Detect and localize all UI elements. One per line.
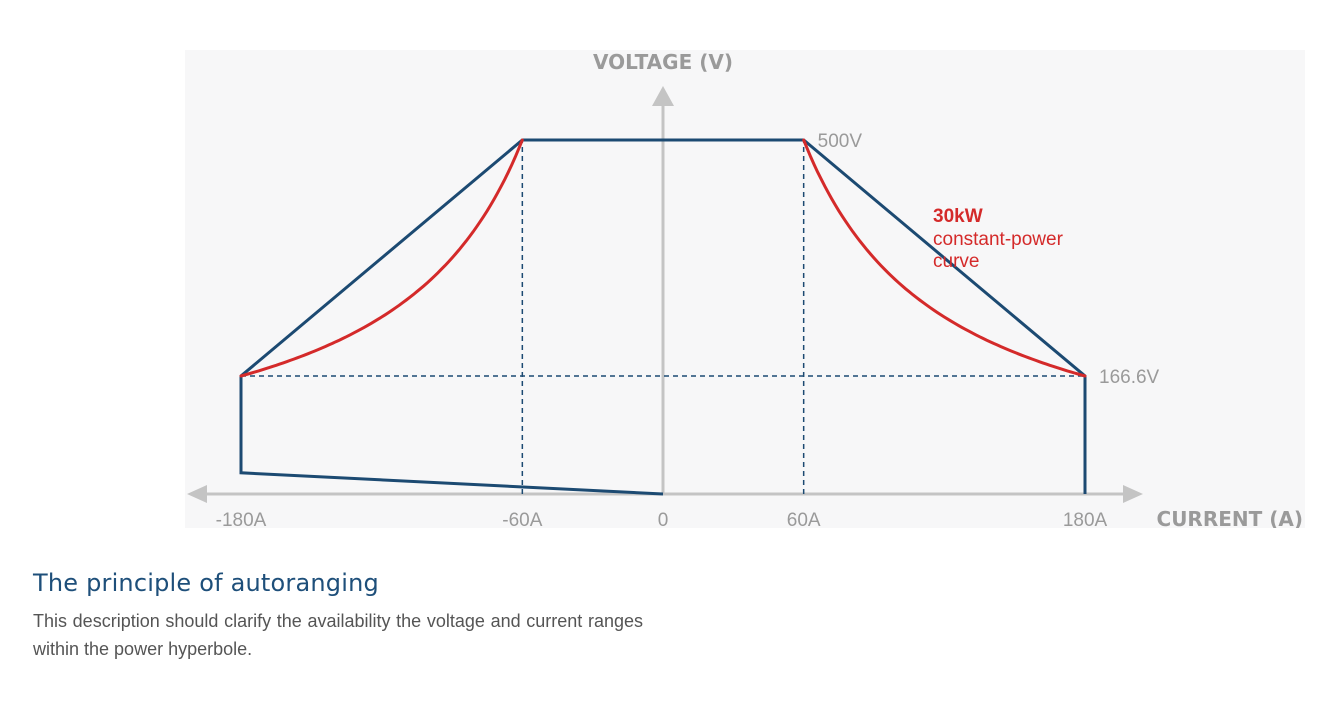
caption-body: This description should clarify the avai… xyxy=(33,611,643,659)
caption-title: The principle of autoranging xyxy=(33,569,379,597)
power-annotation-title: 30kW xyxy=(933,206,983,227)
power-curve-left xyxy=(239,138,524,378)
chart-panel: -180A -60A 0 60A 180A 500V 166.6V VOLTAGE (V) CU… xyxy=(185,50,1305,528)
x-tick-label: -60A xyxy=(502,510,542,528)
y-axis-title: VOLTAGE (V) xyxy=(593,50,733,74)
chart-svg: -180A -60A 0 60A 180A 500V 166.6V VOLTAGE (V) CU… xyxy=(187,50,1303,528)
x-tick-label: 180A xyxy=(1063,510,1108,528)
y-tick-label: 500V xyxy=(818,131,863,152)
y-tick-label: 166.6V xyxy=(1099,367,1160,388)
x-axis-title: CURRENT (A) xyxy=(1157,507,1303,528)
x-tick-label: 0 xyxy=(658,510,669,528)
power-annotation-line: curve xyxy=(933,251,979,272)
x-tick-label: 60A xyxy=(787,510,821,528)
x-tick-label: -180A xyxy=(216,510,267,528)
power-annotation-line: constant-power xyxy=(933,229,1064,250)
power-curve-right xyxy=(802,138,1087,378)
y-axis-arrow xyxy=(652,86,674,106)
x-axis-arrow-left xyxy=(187,485,207,503)
x-axis-arrow-right xyxy=(1123,485,1143,503)
